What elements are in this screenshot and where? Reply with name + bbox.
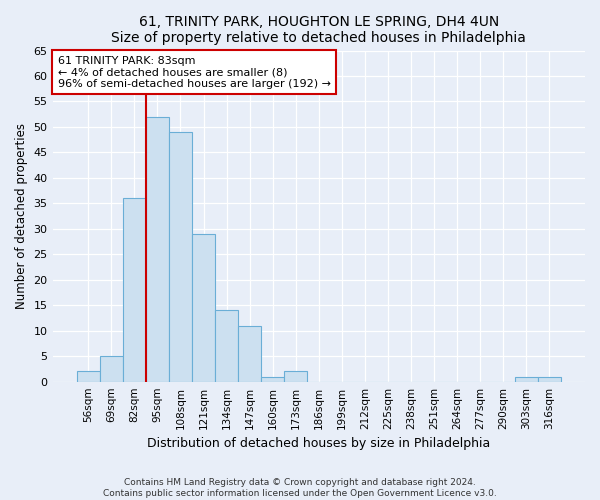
Bar	[538, 376, 561, 382]
Text: 61 TRINITY PARK: 83sqm
← 4% of detached houses are smaller (8)
96% of semi-detac: 61 TRINITY PARK: 83sqm ← 4% of detached …	[58, 56, 331, 88]
Bar	[238, 326, 261, 382]
Title: 61, TRINITY PARK, HOUGHTON LE SPRING, DH4 4UN
Size of property relative to detac: 61, TRINITY PARK, HOUGHTON LE SPRING, DH…	[112, 15, 526, 45]
Bar	[123, 198, 146, 382]
X-axis label: Distribution of detached houses by size in Philadelphia: Distribution of detached houses by size …	[147, 437, 490, 450]
Bar	[284, 372, 307, 382]
Bar	[169, 132, 192, 382]
Bar	[146, 117, 169, 382]
Bar	[261, 376, 284, 382]
Bar	[77, 372, 100, 382]
Bar	[192, 234, 215, 382]
Y-axis label: Number of detached properties: Number of detached properties	[15, 123, 28, 309]
Text: Contains HM Land Registry data © Crown copyright and database right 2024.
Contai: Contains HM Land Registry data © Crown c…	[103, 478, 497, 498]
Bar	[100, 356, 123, 382]
Bar	[515, 376, 538, 382]
Bar	[215, 310, 238, 382]
